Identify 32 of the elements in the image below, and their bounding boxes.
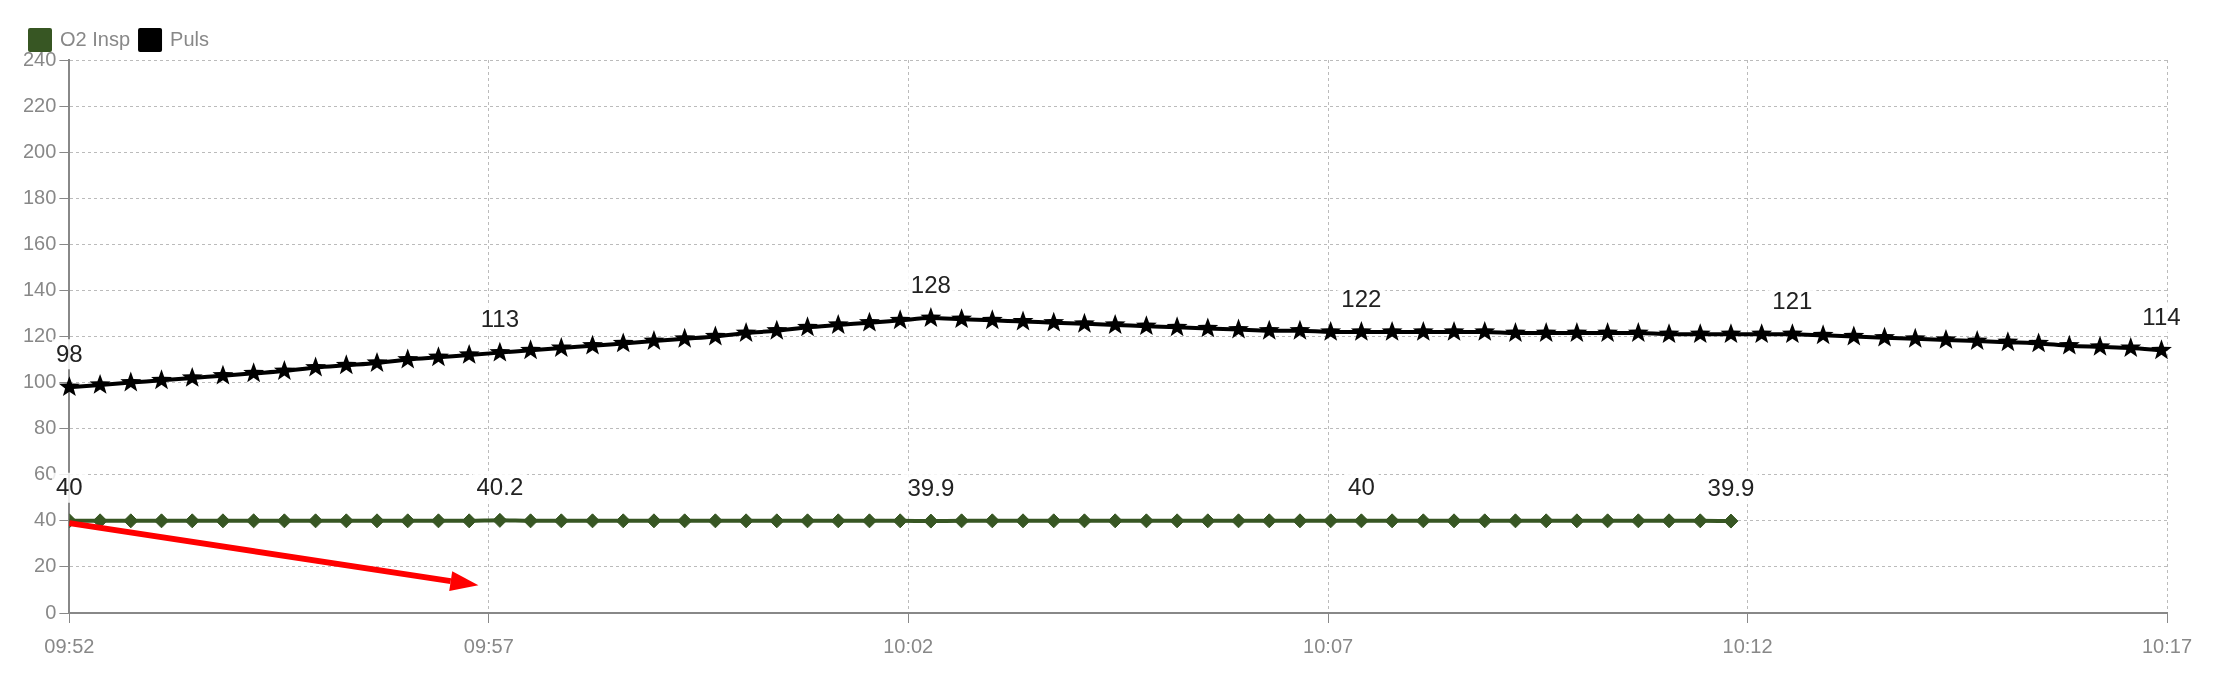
data-label: 40: [1348, 473, 1375, 501]
data-label: 40.2: [476, 473, 524, 500]
data-label: 122: [1341, 284, 1382, 312]
y-tick-label: 240: [22, 47, 57, 70]
x-tick-label: 10:07: [1303, 634, 1354, 657]
y-tick-label: 40: [34, 508, 57, 531]
data-label: 113: [480, 305, 519, 333]
data-label: 98: [56, 339, 83, 367]
y-tick-label: 220: [22, 93, 57, 116]
x-tick-label: 09:52: [44, 634, 95, 657]
y-tick-label: 120: [22, 324, 57, 347]
x-tick-label: 10:02: [883, 634, 934, 657]
data-label: 114: [2142, 302, 2181, 330]
legend-label: O2 Insp: [60, 27, 131, 50]
data-label: 39.9: [1707, 473, 1755, 501]
data-label: 128: [910, 270, 951, 298]
y-tick-label: 200: [22, 139, 57, 162]
y-tick-label: 160: [22, 231, 57, 254]
y-tick-label: 180: [22, 185, 57, 208]
x-tick-label: 10:12: [1722, 634, 1773, 657]
y-tick-label: 80: [34, 416, 57, 439]
y-tick-label: 0: [45, 600, 57, 623]
y-tick-label: 20: [34, 554, 57, 577]
y-tick-label: 140: [22, 277, 57, 300]
y-tick-label: 60: [34, 462, 57, 485]
data-label: 121: [1772, 286, 1813, 314]
data-label: 39.9: [907, 473, 955, 501]
x-tick-label: 10:17: [2141, 634, 2193, 657]
legend-label: Puls: [170, 27, 209, 50]
data-label: 40: [56, 473, 83, 501]
y-tick-label: 100: [22, 370, 57, 393]
x-tick-label: 09:57: [463, 634, 514, 657]
